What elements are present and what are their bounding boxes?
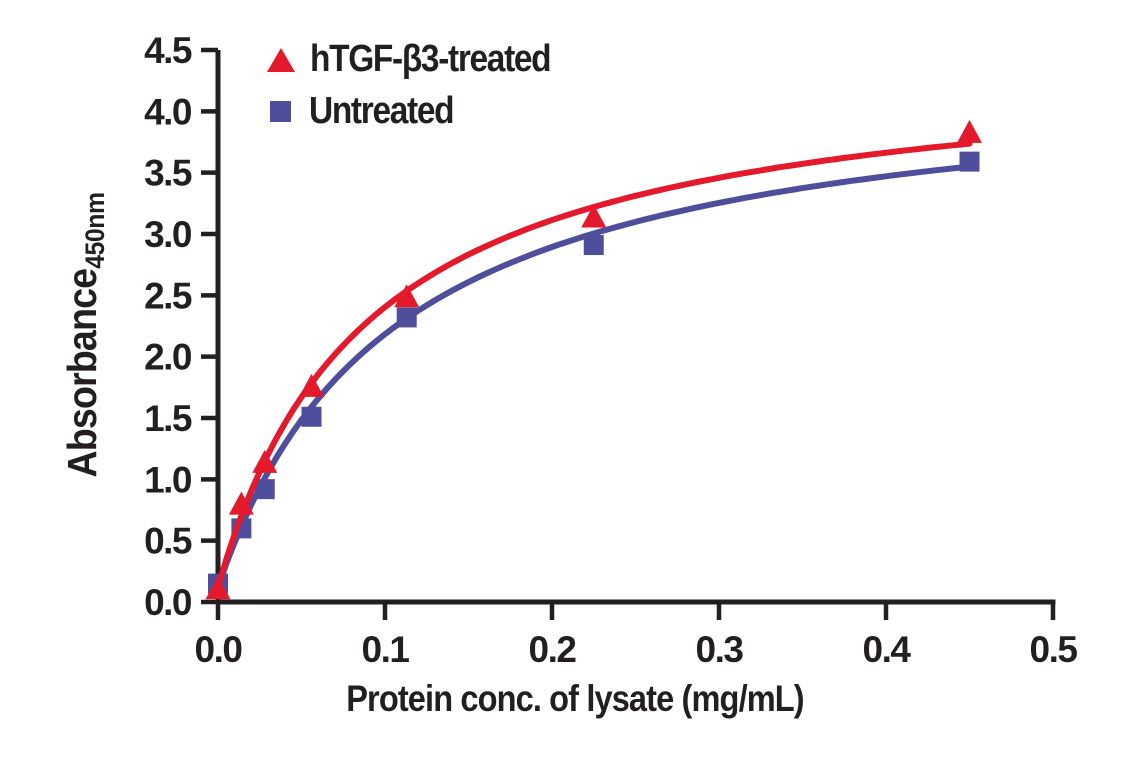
y-tick-label: 3.0	[144, 214, 192, 255]
untreated-data-point	[254, 479, 275, 500]
legend-label-treated: hTGF-β3-treated	[310, 38, 552, 80]
y-tick-label: 4.0	[144, 91, 192, 132]
legend-item-untreated: Untreated	[267, 90, 583, 133]
htgf-b3-treated-data-point	[205, 576, 231, 600]
x-tick-label: 0.3	[696, 629, 744, 670]
legend: hTGF-β3-treated Untreated	[267, 38, 583, 133]
x-tick-label: 0.0	[195, 629, 243, 670]
untreated-data-point	[396, 307, 417, 328]
x-tick-label: 0.2	[529, 629, 577, 670]
y-tick-label: 3.5	[144, 153, 192, 194]
untreated-data-point	[959, 151, 980, 172]
y-tick-label: 1.5	[144, 398, 192, 439]
y-tick-label: 2.5	[144, 275, 192, 316]
x-tick-label: 0.1	[362, 629, 410, 670]
series-htgf-b3-treated	[205, 119, 982, 600]
x-axis-title: Protein conc. of lysate (mg/mL)	[346, 678, 804, 719]
x-tick-label: 0.4	[863, 629, 912, 670]
htgf-b3-treated-data-point	[581, 204, 607, 228]
x-tick-label: 0.5	[1030, 629, 1078, 670]
legend-label-untreated: Untreated	[309, 90, 455, 132]
htgf-b3-treated-data-point	[299, 373, 325, 397]
y-axis-title: Absorbance450nm	[59, 192, 111, 477]
untreated-data-point	[583, 235, 604, 256]
untreated-data-point	[301, 406, 322, 427]
triangle-marker-icon	[267, 47, 295, 72]
htgf-b3-treated-data-point	[252, 449, 278, 473]
y-tick-label: 1.0	[144, 459, 192, 500]
y-tick-label: 2.0	[144, 337, 192, 378]
y-tick-label: 0.0	[144, 582, 192, 623]
htgf-b3-treated-data-point	[394, 284, 420, 308]
htgf-b3-treated-data-point	[228, 491, 254, 515]
htgf-b3-treated-data-point	[957, 119, 982, 143]
legend-item-treated: hTGF-β3-treated	[267, 38, 583, 81]
axes: 0.0 0.5 1.0 1.5 2.0 2.5 3.0 3.5 4.0 4.5 0.0 0.1 0.2 0…	[144, 30, 1079, 670]
y-axis-title-subscript: 450nm	[80, 192, 110, 269]
y-axis-title-text: Absorbance	[59, 268, 105, 478]
y-tick-label: 4.5	[144, 30, 192, 71]
y-tick-label: 0.5	[144, 521, 192, 562]
untreated-trend-curve	[215, 163, 973, 591]
square-marker-icon	[270, 101, 291, 122]
